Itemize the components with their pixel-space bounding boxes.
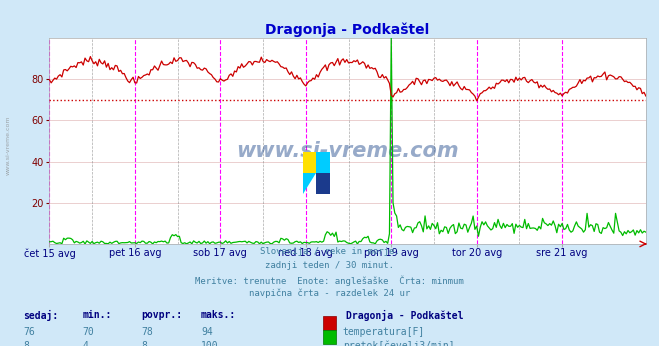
- Text: min.:: min.:: [82, 310, 112, 320]
- Text: 100: 100: [201, 341, 219, 346]
- Text: Slovenija / reke in morje.: Slovenija / reke in morje.: [260, 247, 399, 256]
- Text: maks.:: maks.:: [201, 310, 236, 320]
- Text: 78: 78: [142, 327, 154, 337]
- Polygon shape: [303, 173, 316, 194]
- Text: navpična črta - razdelek 24 ur: navpična črta - razdelek 24 ur: [249, 289, 410, 298]
- Text: 4: 4: [82, 341, 88, 346]
- Bar: [303, 152, 316, 173]
- Text: www.si-vreme.com: www.si-vreme.com: [237, 141, 459, 161]
- Text: povpr.:: povpr.:: [142, 310, 183, 320]
- Bar: [316, 173, 330, 194]
- Text: temperatura[F]: temperatura[F]: [343, 327, 425, 337]
- Text: 76: 76: [23, 327, 35, 337]
- Title: Dragonja - Podkaštel: Dragonja - Podkaštel: [266, 22, 430, 37]
- Text: 8: 8: [142, 341, 148, 346]
- Text: 70: 70: [82, 327, 94, 337]
- Text: sedaj:: sedaj:: [23, 310, 58, 321]
- Text: pretok[čevelj3/min]: pretok[čevelj3/min]: [343, 341, 454, 346]
- Text: Meritve: trenutne  Enote: anglešaške  Črta: minmum: Meritve: trenutne Enote: anglešaške Črta…: [195, 275, 464, 285]
- Text: zadnji teden / 30 minut.: zadnji teden / 30 minut.: [265, 261, 394, 270]
- Text: 8: 8: [23, 341, 29, 346]
- Bar: [316, 152, 330, 173]
- Polygon shape: [303, 152, 316, 173]
- Text: Dragonja - Podkaštel: Dragonja - Podkaštel: [346, 310, 463, 321]
- Text: www.si-vreme.com: www.si-vreme.com: [5, 116, 11, 175]
- Text: 94: 94: [201, 327, 213, 337]
